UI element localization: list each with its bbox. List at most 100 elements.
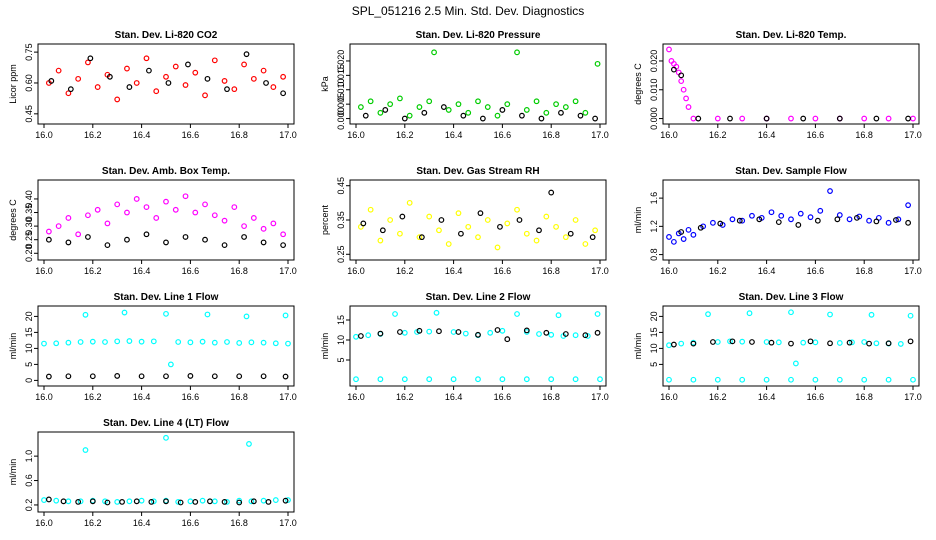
y-tick-label: 1.0 — [24, 450, 34, 463]
series-overlay — [48, 51, 287, 97]
chart-panel-2: Stan. Dev. Li-820 Temp. 16.0 16.2 16.4 16.6 1… — [633, 30, 922, 140]
data-point — [577, 112, 584, 119]
data-point — [362, 112, 369, 119]
y-tick-label: 0.60 — [24, 74, 34, 92]
data-point — [89, 498, 96, 505]
data-point — [399, 213, 406, 220]
x-tick-label: 16.6 — [807, 266, 825, 276]
data-point — [192, 498, 199, 505]
series-overlay — [362, 104, 599, 122]
x-tick-label: 16.4 — [758, 266, 776, 276]
data-point — [827, 340, 833, 347]
panel-title: Stan. Dev. Line 4 (LT) Flow — [103, 418, 229, 429]
chart-panel-8: Stan. Dev. Line 3 Flow 16.0 16.2 16.4 16.6 16… — [633, 292, 922, 402]
data-point — [55, 223, 62, 230]
y-tick-label: 0.6 — [24, 474, 34, 487]
y-tick-label: 0.35 — [336, 211, 346, 229]
series-main — [45, 55, 287, 103]
data-point — [221, 78, 228, 84]
x-tick-label: 16.6 — [182, 130, 200, 140]
data-point — [788, 376, 794, 383]
data-point — [124, 65, 130, 72]
x-tick-label: 16.6 — [182, 518, 200, 528]
data-point — [106, 73, 113, 80]
data-point — [133, 498, 140, 505]
data-point — [594, 329, 601, 336]
data-point — [768, 339, 775, 346]
x-tick-label: 16.2 — [84, 518, 102, 528]
data-point — [143, 204, 150, 210]
data-point — [53, 497, 60, 504]
data-point — [246, 441, 252, 447]
data-point — [192, 69, 199, 76]
data-point — [397, 230, 403, 237]
series-main — [41, 434, 291, 505]
data-point — [680, 236, 687, 242]
data-point — [746, 310, 753, 317]
data-point — [678, 78, 685, 85]
data-point — [812, 376, 819, 383]
data-point — [727, 338, 733, 345]
data-point — [893, 217, 899, 223]
data-point — [792, 360, 799, 367]
x-tick-label: 16.4 — [758, 392, 776, 402]
data-point — [739, 115, 746, 122]
y-tick-label: 5 — [649, 362, 659, 367]
data-point — [582, 241, 589, 247]
data-point — [280, 90, 287, 97]
data-point — [567, 230, 574, 237]
data-point — [905, 202, 912, 209]
y-tick-label: 0.000 — [336, 107, 346, 130]
data-point — [426, 376, 433, 383]
data-point — [729, 216, 736, 223]
data-point — [455, 101, 462, 108]
data-point — [182, 234, 189, 240]
data-point — [60, 498, 67, 505]
panel-title: Stan. Dev. Line 1 Flow — [114, 292, 219, 303]
x-tick-label: 16.8 — [542, 130, 560, 140]
y-tick-label: 0.8 — [649, 248, 659, 261]
x-tick-label: 16.2 — [709, 266, 727, 276]
data-point — [494, 327, 501, 333]
data-point — [775, 219, 782, 226]
data-point — [685, 226, 692, 233]
x-tick-label: 16.0 — [660, 130, 678, 140]
panel-title: Stan. Dev. Line 3 Flow — [739, 292, 844, 303]
x-tick-label: 16.6 — [494, 392, 512, 402]
y-tick-label: 0.005 — [336, 93, 346, 116]
plot-frame — [37, 43, 295, 125]
data-point — [800, 115, 807, 122]
data-point — [143, 55, 150, 62]
series-main — [666, 309, 914, 367]
data-point — [41, 497, 47, 503]
x-tick-label: 16.8 — [230, 266, 248, 276]
data-point — [138, 338, 145, 345]
data-point — [849, 339, 855, 346]
data-point — [401, 329, 408, 336]
data-point — [775, 339, 782, 346]
data-point — [401, 376, 408, 383]
data-point — [55, 67, 62, 74]
x-tick-label: 16.0 — [35, 392, 53, 402]
y-tick-label: 0.25 — [24, 231, 34, 249]
data-point — [594, 311, 601, 317]
x-tick-label: 16.8 — [542, 266, 560, 276]
y-tick-label: 0.020 — [336, 50, 346, 73]
data-point — [211, 339, 218, 346]
x-tick-label: 16.0 — [660, 392, 678, 402]
data-point — [763, 376, 770, 383]
data-point — [592, 115, 599, 122]
figure-title: SPL_051216 2.5 Min. Std. Dev. Diagnostic… — [352, 4, 585, 18]
data-point — [421, 109, 428, 116]
series-main — [353, 309, 601, 340]
y-tick-label: 0.010 — [336, 78, 346, 101]
data-point — [45, 228, 52, 235]
data-point — [749, 339, 755, 345]
data-point — [504, 220, 511, 227]
data-point — [280, 73, 287, 80]
y-tick-label: 15 — [336, 315, 346, 325]
y-tick-label: 0.25 — [336, 246, 346, 264]
data-point — [487, 329, 494, 336]
data-point — [104, 242, 111, 249]
